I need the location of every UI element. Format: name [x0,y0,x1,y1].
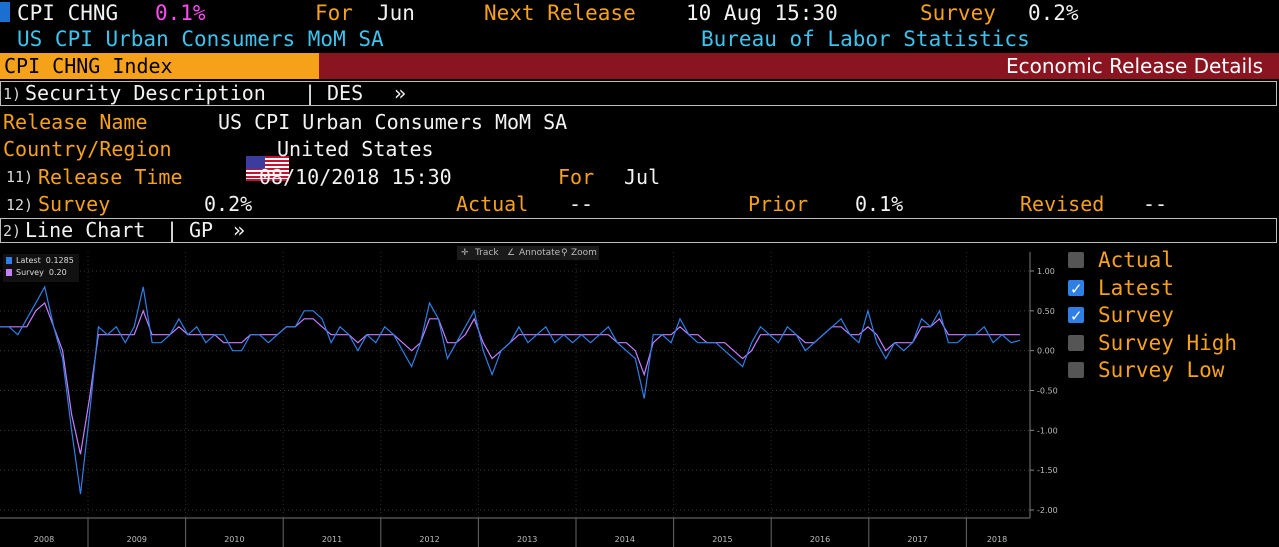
section-separator: | [304,81,317,105]
section-code: GP [189,218,214,242]
series-line-survey [0,301,1020,455]
x-tick-label: 2017 [907,535,927,544]
section-code: DES [327,81,364,105]
for-label: For [315,1,353,25]
series-line-latest [0,285,1021,495]
x-tick-label: 2018 [987,535,1007,544]
latest-swatch [6,257,12,264]
x-tick-label: 2009 [127,535,147,544]
x-tick-label: 2013 [517,535,537,544]
x-tick-label: 2014 [615,535,635,544]
legend-survey-checkbox[interactable] [1068,303,1084,329]
release-name-value: US CPI Urban Consumers MoM SA [218,110,568,134]
x-tick-label: 2008 [34,535,54,544]
zoom-button[interactable]: Zoom [571,248,597,258]
actual-value: -- [569,192,594,216]
y-tick-label: -1.00 [1037,426,1058,435]
prior-label: Prior [748,192,809,216]
next-release-label: Next Release [484,1,636,25]
full-name: US CPI Urban Consumers MoM SA [17,27,384,51]
inset-latest: Latest 0.1285 [16,256,74,265]
chart-canvas[interactable]: 1.00 0.50 0.00 -0.50 -1.00 -1.50 -2.00 2008 2009… [0,244,1279,547]
section-separator: | [166,218,179,242]
x-tick-label: 2011 [322,535,342,544]
release-for-label: For [558,165,595,189]
y-tick-label: 0.50 [1037,307,1055,316]
legend-latest-label: Latest [1098,276,1174,300]
zoom-icon[interactable]: ⚲ [561,248,568,258]
x-tick-label: 2012 [419,535,439,544]
legend-survey-high-label: Survey High [1098,331,1238,355]
chart-inset-legend: Latest 0.1285 Survey 0.20 [3,254,79,282]
x-tick-label: 2010 [224,535,244,544]
line-chart-section[interactable]: 2) Line Chart | GP » [0,218,1277,243]
section-title: Security Description [25,81,266,105]
detail-survey-value: 0.2% [204,192,253,216]
blue-marker [0,2,10,22]
section-number: 2) [3,222,22,240]
detail-survey-label[interactable]: Survey [38,192,111,216]
next-release-value: 10 Aug 15:30 [686,1,838,25]
function-title: Economic Release Details [1005,54,1263,78]
source: Bureau of Labor Statistics [701,27,1030,51]
section-number: 1) [3,85,22,103]
prior-value: 0.1% [855,192,904,216]
for-value: Jun [377,1,415,25]
section-arrow: » [233,218,246,242]
line-chart[interactable]: 1.00 0.50 0.00 -0.50 -1.00 -1.50 -2.00 2008 2009… [0,244,1279,547]
title-bar: CPI CHNG Index Economic Release Details [0,53,1279,79]
legend-survey-label: Survey [1098,303,1174,327]
revised-label: Revised [1020,192,1105,216]
track-button[interactable]: Track [475,248,499,258]
y-tick-label: 0.00 [1037,347,1055,356]
security-ticker[interactable]: CPI CHNG Index [0,53,319,79]
release-name-label: Release Name [3,110,148,134]
legend-actual-checkbox[interactable] [1068,252,1084,268]
security-description-section[interactable]: 1) Security Description | DES » [0,81,1277,106]
revised-value: -- [1143,192,1168,216]
release-time-value: 08/10/2018 15:30 [259,165,452,189]
annotate-icon[interactable]: ∠ [507,248,516,258]
legend-latest-checkbox[interactable] [1068,276,1084,302]
actual-label: Actual [456,192,529,216]
country-value: United States [277,137,434,161]
country-label: Country/Region [3,137,172,161]
survey-label: Survey [920,1,996,25]
y-tick-label: 1.00 [1037,267,1055,276]
survey-number: 12) [6,196,34,214]
track-icon[interactable]: ✛ [461,248,469,258]
survey-value: 0.2% [1028,1,1079,25]
us-flag-icon [207,137,289,181]
section-title: Line Chart [25,218,146,242]
survey-swatch [6,269,12,276]
release-time-number: 11) [6,168,34,186]
y-tick-label: -0.50 [1037,387,1058,396]
inset-survey: Survey 0.20 [16,268,67,277]
legend-survey-high-checkbox[interactable] [1068,335,1084,351]
legend-survey-low-label: Survey Low [1098,358,1225,382]
chart-toolbar: ✛ Track ∠ Annotate ⚲ Zoom [457,246,599,260]
x-tick-label: 2016 [810,535,830,544]
ticker-short: CPI CHNG [17,1,119,25]
annotate-button[interactable]: Annotate [519,248,561,258]
y-tick-label: -2.00 [1037,506,1058,515]
legend-survey-low-checkbox[interactable] [1068,362,1084,378]
x-tick-label: 2015 [712,535,732,544]
release-for-value: Jul [624,165,661,189]
last-value: 0.1% [155,1,206,25]
section-arrow: » [394,81,407,105]
legend-actual-label: Actual [1098,248,1174,272]
y-tick-label: -1.50 [1037,466,1058,475]
release-time-label[interactable]: Release Time [38,165,183,189]
